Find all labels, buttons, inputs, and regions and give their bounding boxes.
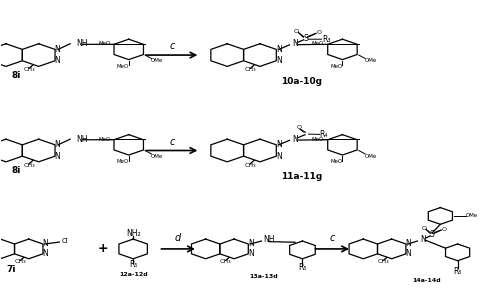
Text: R₅: R₅ [298, 263, 306, 272]
Text: MeO: MeO [330, 159, 343, 164]
Text: +: + [98, 242, 108, 256]
Text: R₅: R₅ [454, 267, 462, 275]
Text: c: c [169, 41, 174, 51]
Text: O: O [422, 226, 426, 231]
Text: Cl: Cl [62, 238, 68, 244]
Text: 7i: 7i [6, 265, 16, 274]
Text: CH₃: CH₃ [244, 67, 256, 72]
Text: N: N [54, 140, 60, 149]
Text: N: N [292, 39, 298, 48]
Text: OMe: OMe [151, 58, 163, 63]
Text: MeO: MeO [312, 137, 324, 142]
Text: R₅: R₅ [129, 260, 138, 269]
Text: MeO: MeO [117, 64, 129, 69]
Text: 8i: 8i [12, 166, 20, 175]
Text: OMe: OMe [151, 154, 163, 159]
Text: N: N [248, 240, 254, 249]
Text: 8i: 8i [12, 71, 20, 80]
Text: 12a-12d: 12a-12d [119, 272, 148, 277]
Text: CH₃: CH₃ [14, 259, 26, 264]
Text: d: d [175, 233, 181, 243]
Text: 10a-10g: 10a-10g [281, 77, 322, 85]
Text: N: N [276, 45, 281, 54]
Text: R₄: R₄ [320, 130, 328, 139]
Text: c: c [169, 137, 174, 147]
Text: MeO: MeO [98, 137, 110, 142]
Text: O: O [294, 29, 298, 34]
Text: CH₃: CH₃ [24, 67, 35, 72]
Text: CH₃: CH₃ [378, 259, 390, 264]
Text: CH₃: CH₃ [244, 163, 256, 168]
Text: N: N [276, 152, 281, 161]
Text: O: O [441, 227, 446, 232]
Text: N: N [420, 235, 426, 244]
Text: O: O [316, 30, 322, 35]
Text: N: N [276, 56, 281, 65]
Text: NH: NH [76, 135, 88, 144]
Text: N: N [54, 56, 60, 65]
Text: NH: NH [264, 235, 275, 244]
Text: 13a-13d: 13a-13d [250, 274, 278, 279]
Text: 14a-14d: 14a-14d [412, 278, 440, 283]
Text: MeO: MeO [312, 41, 324, 46]
Text: N: N [54, 45, 60, 54]
Text: OMe: OMe [364, 154, 377, 159]
Text: N: N [42, 240, 48, 249]
Text: OMe: OMe [466, 213, 477, 219]
Text: OMe: OMe [364, 58, 377, 63]
Text: S: S [303, 34, 308, 43]
Text: MeO: MeO [98, 41, 110, 46]
Text: N: N [406, 249, 411, 258]
Text: c: c [330, 233, 334, 243]
Text: NH₂: NH₂ [126, 229, 140, 238]
Text: MeO: MeO [117, 159, 129, 164]
Text: MeO: MeO [330, 64, 343, 69]
Text: N: N [292, 135, 298, 144]
Text: S: S [430, 230, 434, 239]
Text: R₃: R₃ [322, 35, 330, 44]
Text: N: N [248, 249, 254, 258]
Text: N: N [406, 240, 411, 249]
Text: NH: NH [76, 39, 88, 48]
Text: CH₃: CH₃ [220, 259, 232, 264]
Text: 11a-11g: 11a-11g [281, 172, 322, 181]
Text: N: N [276, 140, 281, 149]
Text: N: N [54, 152, 60, 161]
Text: O: O [296, 125, 302, 130]
Text: N: N [42, 249, 48, 258]
Text: CH₃: CH₃ [24, 163, 35, 168]
